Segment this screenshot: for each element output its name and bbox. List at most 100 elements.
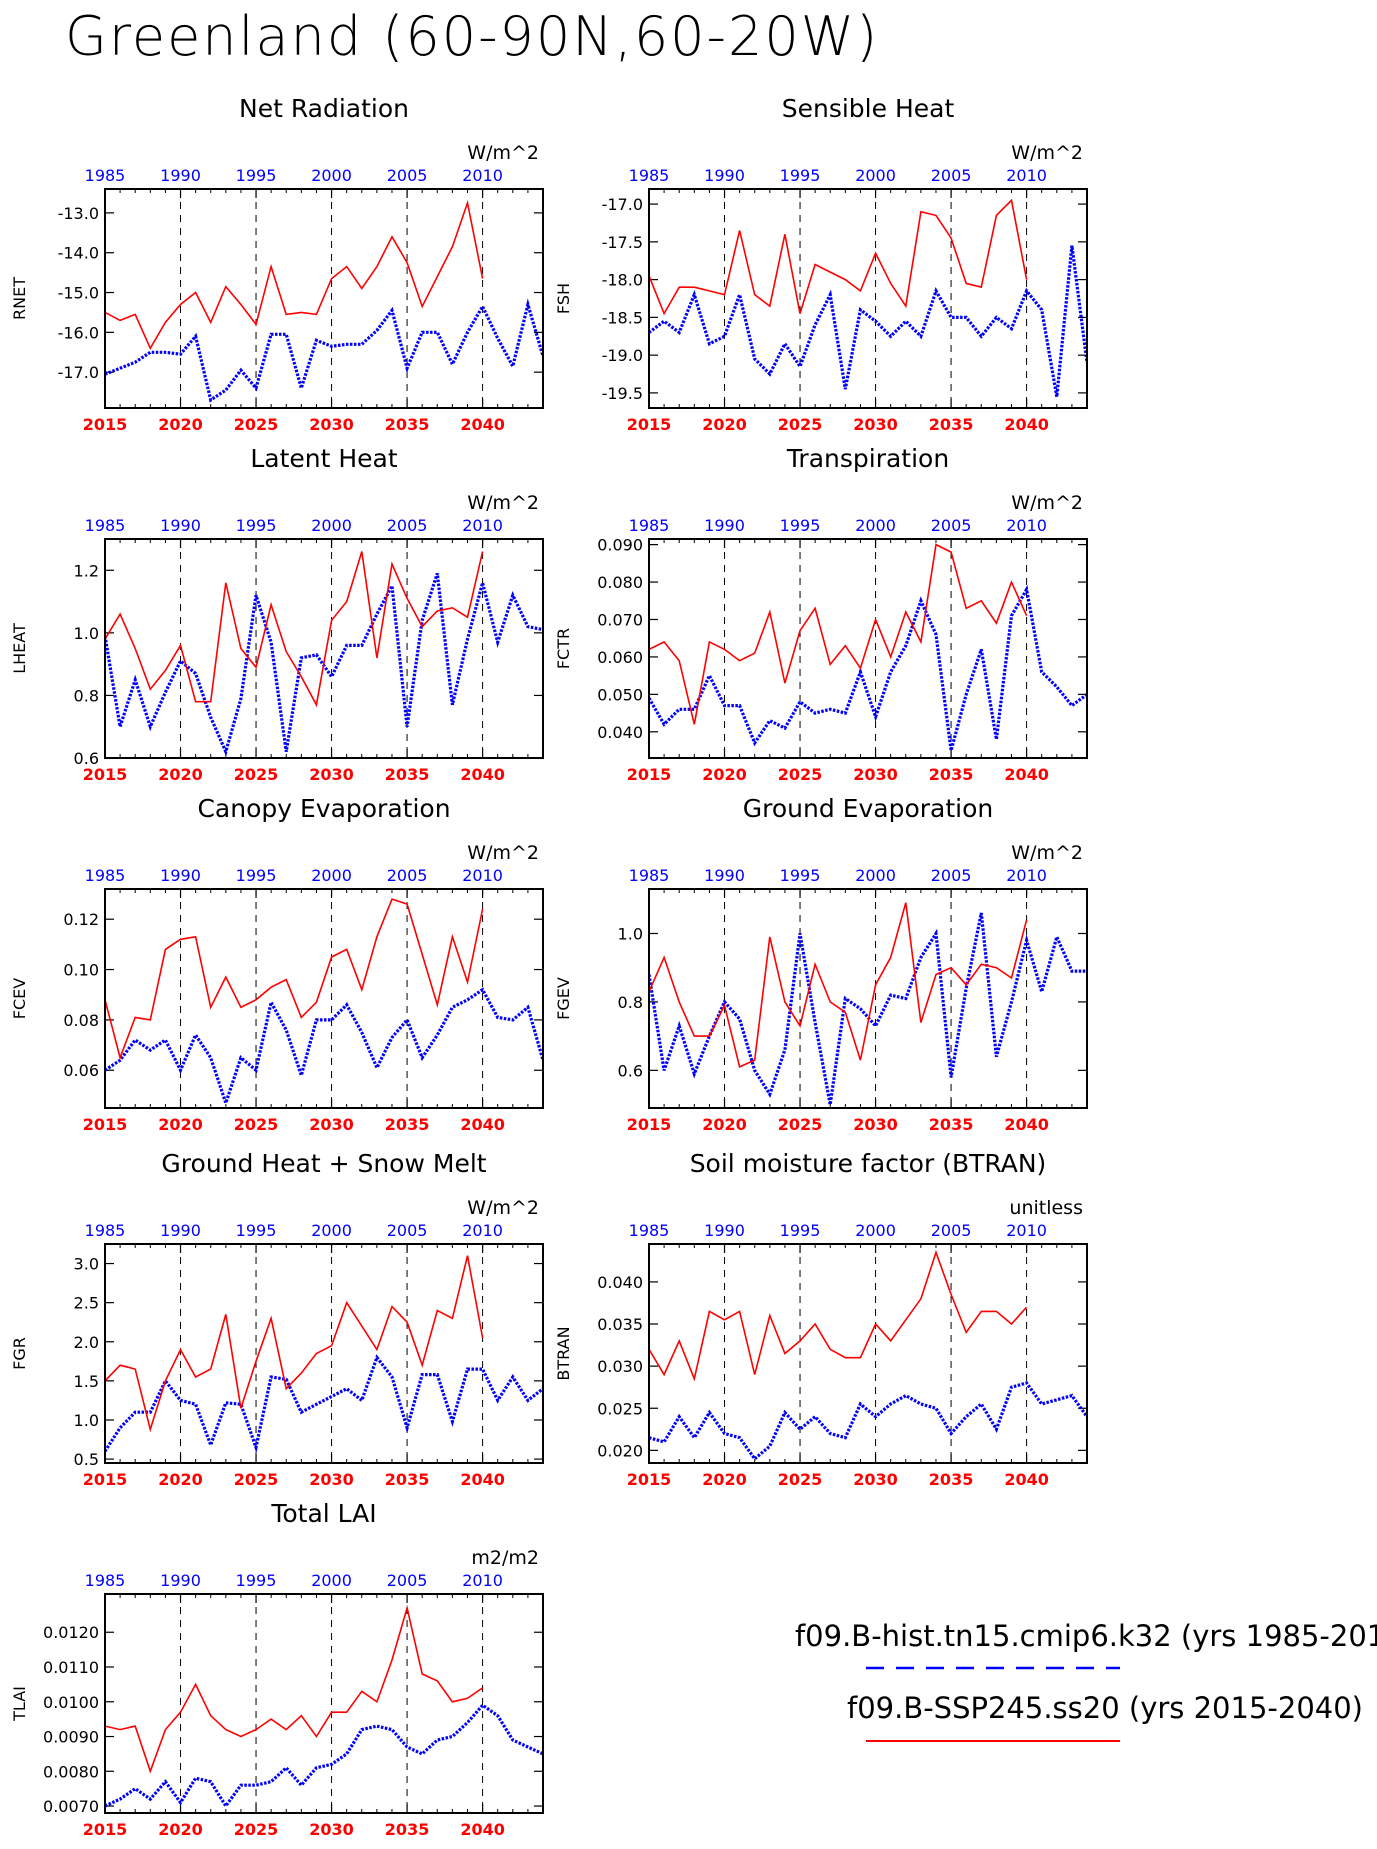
bottom-tick-label: 2030 — [853, 1115, 898, 1134]
bottom-tick-label: 2020 — [158, 765, 203, 784]
y-tick-label: 1.0 — [74, 624, 99, 643]
top-tick-label: 1990 — [160, 866, 201, 885]
y-axis-label: FCTR — [554, 628, 573, 669]
chart-panel: Latent Heat W/m^2 LHEAT 2015 2020 2025 2030 203… — [10, 444, 544, 784]
bottom-tick-label: 2035 — [385, 1470, 430, 1489]
bottom-tick-label: 2040 — [460, 415, 505, 434]
y-tick-label: 0.030 — [597, 1357, 643, 1376]
chart-panel: Ground Evaporation W/m^2 FGEV 2015 2020 2025 2… — [554, 794, 1088, 1134]
top-tick-label: 2000 — [855, 866, 896, 885]
y-tick-label: 0.5 — [74, 1450, 99, 1469]
panel-units: W/m^2 — [467, 492, 539, 514]
y-axis-label: FCEV — [10, 978, 29, 1019]
bottom-tick-label: 2015 — [83, 415, 128, 434]
bottom-tick-label: 2025 — [778, 415, 823, 434]
bottom-tick-label: 2040 — [1004, 415, 1049, 434]
bottom-tick-label: 2030 — [853, 415, 898, 434]
panel-units: W/m^2 — [467, 842, 539, 864]
plot-frame — [104, 1243, 544, 1464]
bottom-tick-label: 2015 — [83, 765, 128, 784]
panel-title: Ground Heat + Snow Melt — [161, 1149, 486, 1178]
y-tick-label: 1.0 — [74, 1411, 99, 1430]
top-tick-label: 2000 — [855, 516, 896, 535]
top-tick-label: 1990 — [160, 516, 201, 535]
panel-title: Total LAI — [270, 1499, 376, 1528]
bottom-tick-label: 2015 — [627, 1115, 672, 1134]
top-tick-label: 1995 — [236, 516, 277, 535]
top-tick-label: 1995 — [236, 866, 277, 885]
y-tick-label: -19.0 — [602, 346, 643, 365]
bottom-tick-label: 2020 — [702, 1470, 747, 1489]
y-tick-label: 0.020 — [597, 1441, 643, 1460]
y-tick-label: 1.2 — [74, 561, 99, 580]
top-tick-label: 2010 — [462, 1571, 503, 1590]
y-tick-label: 0.070 — [597, 610, 643, 629]
top-tick-label: 1990 — [160, 166, 201, 185]
bottom-tick-label: 2015 — [627, 765, 672, 784]
top-tick-label: 1985 — [85, 516, 126, 535]
plot-frame — [104, 888, 544, 1109]
bottom-tick-label: 2030 — [309, 765, 354, 784]
y-tick-label: 0.050 — [597, 685, 643, 704]
y-tick-label: 0.0090 — [43, 1728, 99, 1747]
series-line-ssp — [105, 898, 484, 1061]
chart-panel: Sensible Heat W/m^2 FSH 2015 2020 2025 2030 203… — [554, 94, 1088, 434]
bottom-tick-label: 2020 — [158, 1115, 203, 1134]
bottom-tick-label: 2030 — [853, 765, 898, 784]
bottom-tick-label: 2020 — [702, 765, 747, 784]
y-axis-label: FSH — [554, 283, 573, 314]
top-tick-label: 1985 — [629, 516, 670, 535]
y-axis-label: BTRAN — [554, 1326, 573, 1380]
chart-panel: Transpiration W/m^2 FCTR 2015 2020 2025 2030 20… — [554, 444, 1088, 784]
panel-title: Canopy Evaporation — [197, 794, 450, 823]
bottom-tick-label: 2020 — [702, 1115, 747, 1134]
y-tick-label: 0.040 — [597, 1273, 643, 1292]
bottom-tick-label: 2035 — [929, 765, 974, 784]
bottom-tick-label: 2030 — [309, 1820, 354, 1839]
top-tick-label: 1985 — [85, 166, 126, 185]
y-tick-label: 0.8 — [618, 993, 643, 1012]
series-line-ssp — [105, 1604, 484, 1774]
y-tick-label: 0.040 — [597, 723, 643, 742]
y-tick-label: 2.5 — [74, 1294, 99, 1313]
top-tick-label: 2005 — [931, 516, 972, 535]
bottom-tick-label: 2025 — [234, 415, 279, 434]
panel-title: Ground Evaporation — [743, 794, 993, 823]
chart-panel: Soil moisture factor (BTRAN) unitless BTRA… — [554, 1149, 1088, 1489]
top-tick-label: 2000 — [311, 1221, 352, 1240]
bottom-tick-label: 2025 — [778, 1470, 823, 1489]
y-axis-label: LHEAT — [10, 623, 29, 674]
legend-hist-label: f09.B-hist.tn15.cmip6.k32 (yrs 1985-2014… — [795, 1619, 1377, 1653]
top-tick-label: 2000 — [311, 866, 352, 885]
y-tick-label: -18.0 — [602, 271, 643, 290]
plot-frame — [648, 188, 1088, 409]
panel-title: Sensible Heat — [782, 94, 955, 123]
top-tick-label: 2010 — [1006, 866, 1047, 885]
bottom-tick-label: 2040 — [1004, 1470, 1049, 1489]
bottom-tick-label: 2035 — [385, 765, 430, 784]
top-tick-label: 2000 — [855, 1221, 896, 1240]
y-tick-label: 0.8 — [74, 686, 99, 705]
bottom-tick-label: 2035 — [385, 415, 430, 434]
plot-frame — [648, 538, 1088, 759]
bottom-tick-label: 2035 — [929, 1115, 974, 1134]
bottom-tick-label: 2015 — [83, 1820, 128, 1839]
top-tick-label: 2010 — [1006, 516, 1047, 535]
bottom-tick-label: 2040 — [1004, 765, 1049, 784]
chart-panel: Total LAI m2/m2 TLAI 2015 2020 2025 2030 2035 20… — [10, 1499, 544, 1839]
top-tick-label: 1985 — [629, 166, 670, 185]
top-tick-label: 2000 — [855, 166, 896, 185]
top-tick-label: 2010 — [462, 866, 503, 885]
top-tick-label: 1995 — [236, 1571, 277, 1590]
bottom-tick-label: 2030 — [309, 1115, 354, 1134]
y-tick-label: 0.0100 — [43, 1693, 99, 1712]
panel-title: Net Radiation — [239, 94, 409, 123]
top-tick-label: 1985 — [85, 1221, 126, 1240]
top-tick-label: 2005 — [387, 166, 428, 185]
top-tick-label: 1995 — [236, 1221, 277, 1240]
y-tick-label: 0.080 — [597, 573, 643, 592]
y-tick-label: 0.6 — [618, 1061, 643, 1080]
bottom-tick-label: 2015 — [627, 415, 672, 434]
bottom-tick-label: 2035 — [385, 1115, 430, 1134]
panel-title: Transpiration — [786, 444, 949, 473]
